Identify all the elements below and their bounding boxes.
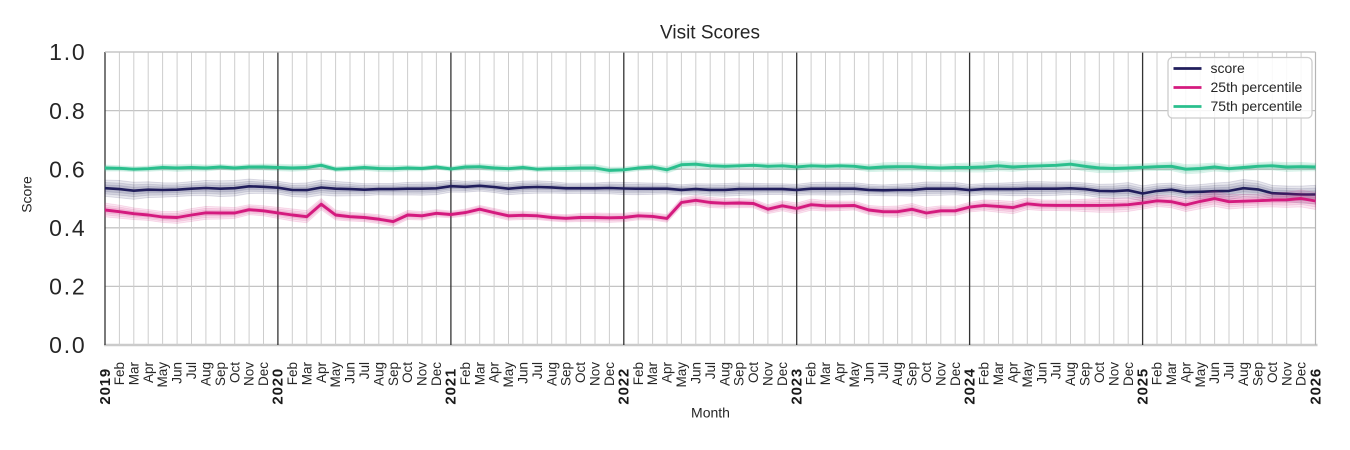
svg-text:Sep: Sep [386,362,401,386]
svg-text:Feb: Feb [458,362,473,385]
svg-text:0.6: 0.6 [49,156,86,182]
svg-text:Oct: Oct [1092,362,1107,383]
svg-text:Apr: Apr [141,362,156,384]
svg-text:Mar: Mar [472,361,487,385]
svg-text:Jul: Jul [530,362,545,379]
svg-text:Aug: Aug [371,362,386,386]
svg-text:May: May [501,362,516,388]
svg-text:Feb: Feb [285,362,300,385]
svg-text:May: May [1193,362,1208,388]
svg-text:2024: 2024 [961,368,978,405]
svg-text:2023: 2023 [789,368,806,405]
svg-text:Feb: Feb [112,362,127,385]
svg-text:Dec: Dec [256,362,271,386]
svg-text:Oct: Oct [919,362,934,383]
svg-text:Apr: Apr [314,362,329,384]
svg-text:Jun: Jun [170,362,185,384]
svg-text:2026: 2026 [1307,368,1324,405]
svg-text:Nov: Nov [1279,362,1294,386]
svg-text:Apr: Apr [487,362,502,384]
svg-text:Dec: Dec [1294,362,1309,386]
svg-text:Dec: Dec [429,362,444,386]
svg-text:Feb: Feb [1150,362,1165,385]
svg-text:0.8: 0.8 [49,98,86,124]
svg-text:Mar: Mar [299,361,314,385]
svg-text:Jun: Jun [1034,362,1049,384]
svg-text:Mar: Mar [126,361,141,385]
svg-text:Jun: Jun [343,362,358,384]
svg-text:0.0: 0.0 [49,332,86,358]
svg-text:May: May [847,362,862,388]
svg-text:Feb: Feb [804,362,819,385]
svg-text:Mar: Mar [991,361,1006,385]
svg-text:Aug: Aug [1063,362,1078,386]
svg-text:Jun: Jun [1207,362,1222,384]
svg-text:May: May [674,362,689,388]
svg-text:Jun: Jun [516,362,531,384]
svg-text:Mar: Mar [1164,361,1179,385]
svg-text:Nov: Nov [1106,362,1121,386]
svg-text:Dec: Dec [775,362,790,386]
svg-text:2021: 2021 [443,368,460,405]
svg-text:Dec: Dec [948,362,963,386]
svg-text:Mar: Mar [645,361,660,385]
svg-text:Oct: Oct [1265,362,1280,383]
svg-text:Jun: Jun [861,362,876,384]
svg-text:Jul: Jul [1049,362,1064,379]
svg-text:Oct: Oct [227,362,242,383]
svg-text:score: score [1211,60,1245,76]
svg-text:Jul: Jul [876,362,891,379]
svg-text:May: May [328,362,343,388]
svg-text:Sep: Sep [1251,362,1266,386]
svg-text:Feb: Feb [977,362,992,385]
svg-text:Sep: Sep [213,362,228,386]
svg-text:Sep: Sep [905,362,920,386]
svg-text:Nov: Nov [588,362,603,386]
svg-text:75th percentile: 75th percentile [1211,98,1303,114]
svg-text:Dec: Dec [1121,362,1136,386]
svg-text:Aug: Aug [890,362,905,386]
svg-text:Oct: Oct [746,362,761,383]
svg-text:Nov: Nov [415,362,430,386]
svg-text:2020: 2020 [270,368,287,405]
svg-text:Sep: Sep [732,362,747,386]
svg-text:Jul: Jul [1222,362,1237,379]
svg-text:Visit Scores: Visit Scores [660,23,760,44]
svg-text:Jul: Jul [357,362,372,379]
svg-text:Aug: Aug [199,362,214,386]
svg-text:Dec: Dec [602,362,617,386]
svg-text:May: May [1020,362,1035,388]
svg-text:Aug: Aug [1236,362,1251,386]
svg-text:Aug: Aug [717,362,732,386]
svg-text:Jul: Jul [703,362,718,379]
svg-text:Sep: Sep [1078,362,1093,386]
svg-text:Apr: Apr [833,362,848,384]
svg-text:May: May [155,362,170,388]
svg-text:2025: 2025 [1134,368,1151,405]
svg-text:Aug: Aug [544,362,559,386]
svg-text:Apr: Apr [1178,362,1193,384]
svg-text:25th percentile: 25th percentile [1211,79,1303,95]
svg-text:Feb: Feb [631,362,646,385]
svg-text:0.2: 0.2 [49,274,86,300]
svg-text:Jul: Jul [184,362,199,379]
svg-text:Score: Score [19,176,35,213]
svg-text:2019: 2019 [97,368,114,405]
svg-text:Nov: Nov [242,362,257,386]
svg-text:0.4: 0.4 [49,215,86,241]
svg-text:Oct: Oct [573,362,588,383]
svg-text:Nov: Nov [761,362,776,386]
svg-text:Oct: Oct [400,362,415,383]
svg-text:Jun: Jun [688,362,703,384]
svg-text:Apr: Apr [660,362,675,384]
svg-text:Nov: Nov [933,362,948,386]
svg-text:2022: 2022 [616,368,633,405]
svg-text:Month: Month [691,405,730,421]
svg-text:Apr: Apr [1006,362,1021,384]
svg-text:1.0: 1.0 [49,39,86,65]
svg-text:Sep: Sep [559,362,574,386]
svg-text:Mar: Mar [818,361,833,385]
